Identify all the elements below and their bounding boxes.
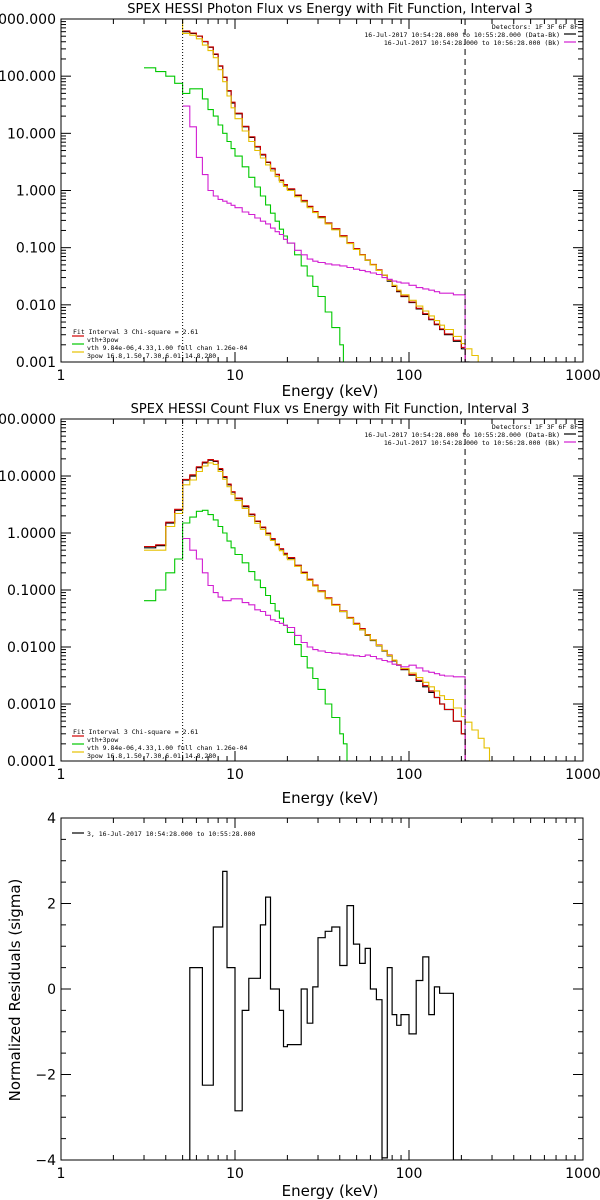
legend-model-line: vth+3pow <box>87 336 118 344</box>
legend-3pow-line: 3pow 16.8,1.50,7.30,6.01,14.8,280 <box>87 752 216 760</box>
photon-flux-panel: SPEX HESSI Photon Flux vs Energy with Fi… <box>0 2 600 400</box>
y-tick-label: 0.0010 <box>7 697 56 713</box>
y-tick-label: 100.0000 <box>0 412 56 428</box>
series-bk <box>182 537 470 761</box>
header-line-bk: 16-Jul-2017 10:54:28.000 to 10:56:28.000… <box>384 39 560 47</box>
count-flux-panel: SPEX HESSI Count Flux vs Energy with Fit… <box>0 402 600 807</box>
y-tick-label: 0.1000 <box>7 583 56 599</box>
y-tick-label: 1.0000 <box>7 526 56 542</box>
x-tick-label: 100 <box>396 368 423 384</box>
y-tick-label: 0.0100 <box>7 640 56 656</box>
y-tick-label: 0.0001 <box>7 754 56 770</box>
legend-vth-line: vth 9.84e-06,4.33,1.00 full chan 1.26e-0… <box>87 344 248 352</box>
header-line-detectors: Detectors: 1F 3F 6F 8F <box>492 423 578 431</box>
x-axis-label: Energy (keV) <box>282 382 379 400</box>
x-tick-label: 10 <box>226 368 244 384</box>
y-tick-label: 10.0000 <box>0 469 56 485</box>
x-tick-label: 100 <box>396 767 423 783</box>
y-tick-label: 0.010 <box>16 298 56 314</box>
x-tick-label: 1000 <box>565 368 600 384</box>
series-3pow <box>144 462 494 761</box>
x-tick-label: 10 <box>226 767 244 783</box>
legend-fit-line: Fit Interval 3 Chi-square = 2.61 <box>73 728 198 736</box>
y-tick-label: 0.001 <box>16 355 56 371</box>
y-tick-label: 100.000 <box>0 69 56 85</box>
series-bk <box>182 105 470 362</box>
x-tick-label: 10 <box>226 1166 244 1182</box>
y-tick-label: 0.100 <box>16 241 56 257</box>
series-vth-3pow <box>144 458 470 761</box>
y-tick-label: 0 <box>47 982 56 998</box>
header-line-detectors: Detectors: 1F 3F 6F 8F <box>492 23 578 31</box>
x-tick-label: 1 <box>57 368 66 384</box>
axes-frame <box>60 418 584 762</box>
x-tick-label: 1000 <box>565 1166 600 1182</box>
y-tick-label: −2 <box>35 1068 56 1084</box>
residuals-panel: Energy (keV) Normalized Residuals (sigma… <box>6 811 600 1200</box>
series-vth <box>144 509 352 761</box>
legend-3pow-line: 3pow 16.8,1.50,7.30,6.01,14.8,280 <box>87 352 216 360</box>
y-tick-label: 1000.000 <box>0 12 56 28</box>
series-data-bk <box>144 459 470 761</box>
chart-title: SPEX HESSI Count Flux vs Energy with Fit… <box>131 402 530 417</box>
series-3-16-jul-2017-10-54-28-000-to-10-55-28-000 <box>182 870 470 1160</box>
x-axis-label: Energy (keV) <box>282 789 379 807</box>
chart-title: SPEX HESSI Photon Flux vs Energy with Fi… <box>127 2 533 17</box>
y-tick-label: −4 <box>35 1153 56 1169</box>
header-line-bk: 16-Jul-2017 10:54:28.000 to 10:56:28.000… <box>384 439 560 447</box>
x-tick-label: 1 <box>57 1166 66 1182</box>
y-tick-label: 2 <box>47 897 56 913</box>
y-tick-label: 4 <box>47 811 56 827</box>
x-axis-label: Energy (keV) <box>282 1182 379 1200</box>
legend-vth-line: vth 9.84e-06,4.33,1.00 full chan 1.26e-0… <box>87 744 248 752</box>
legend-fit-line: Fit Interval 3 Chi-square = 2.61 <box>73 328 198 336</box>
x-tick-label: 1000 <box>565 767 600 783</box>
legend-line: 3, 16-Jul-2017 10:54:28.000 to 10:55:28.… <box>87 830 255 838</box>
x-tick-label: 100 <box>396 1166 423 1182</box>
y-tick-label: 1.000 <box>16 184 56 200</box>
axes-frame <box>60 18 584 363</box>
legend-model-line: vth+3pow <box>87 736 118 744</box>
series-3pow <box>144 19 494 362</box>
series-vth <box>144 67 348 362</box>
header-line-data: 16-Jul-2017 10:54:28.000 to 10:55:28.000… <box>364 31 560 39</box>
header-line-data: 16-Jul-2017 10:54:28.000 to 10:55:28.000… <box>364 431 560 439</box>
x-tick-label: 1 <box>57 767 66 783</box>
axes-frame <box>60 817 584 1161</box>
y-tick-label: 10.000 <box>7 126 56 142</box>
y-axis-label: Normalized Residuals (sigma) <box>6 879 24 1102</box>
